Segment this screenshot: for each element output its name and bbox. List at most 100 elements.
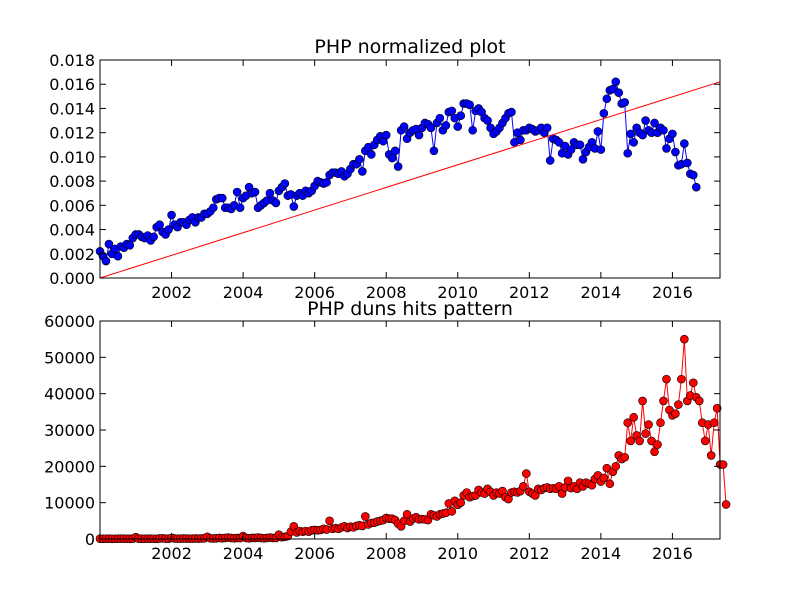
data-point (516, 135, 525, 145)
data-point (322, 178, 331, 187)
series-line-0-1 (99, 81, 721, 279)
y-tick-label: 10000 (44, 494, 95, 513)
data-point (644, 420, 653, 429)
y-tick-label: 0.004 (49, 221, 95, 240)
y-tick-label: 0.016 (49, 75, 95, 94)
y-tick-label: 30000 (44, 421, 95, 440)
data-point (680, 334, 689, 344)
chart-title-hits: PHP duns hits pattern (307, 298, 513, 320)
data-point (447, 106, 457, 116)
data-point (465, 100, 474, 110)
y-tick-label: 0.000 (49, 269, 95, 288)
data-point (659, 125, 668, 135)
data-point (522, 469, 531, 478)
data-point (104, 239, 114, 249)
x-tick-label: 2016 (652, 283, 693, 302)
x-tick-label: 2004 (223, 283, 264, 302)
data-point (677, 374, 686, 384)
data-point (635, 436, 644, 446)
data-point (280, 179, 290, 188)
data-point (629, 412, 638, 422)
data-point (605, 479, 615, 489)
data-point (447, 507, 457, 516)
y-tick-label: 60000 (44, 312, 95, 331)
x-tick-label: 2014 (581, 544, 622, 563)
x-tick-label: 2012 (509, 544, 550, 563)
data-point (721, 500, 731, 509)
y-tick-label: 40000 (44, 385, 95, 404)
data-point (483, 116, 492, 125)
data-point (626, 436, 635, 446)
data-point (674, 400, 683, 409)
data-point (623, 418, 633, 428)
data-point (155, 220, 164, 230)
data-point (519, 482, 528, 491)
data-point (468, 125, 477, 135)
data-point (596, 145, 606, 154)
data-point (671, 147, 680, 157)
data-point (656, 418, 665, 428)
data-point (265, 188, 275, 198)
data-point (593, 127, 603, 136)
data-point (641, 429, 650, 438)
data-point (578, 155, 588, 164)
y-tick-label: 0.012 (49, 124, 95, 143)
data-point (638, 130, 647, 140)
chart-normalized: PHP normalized plot 2002 2004 2006 2008 2010… (49, 36, 721, 302)
data-point (688, 378, 698, 388)
data-point (390, 146, 400, 156)
series-layer (95, 77, 721, 279)
data-point (680, 139, 689, 148)
data-point (629, 138, 638, 147)
data-point (545, 156, 555, 165)
data-point (706, 451, 716, 460)
y-tick-label: 0.014 (49, 99, 95, 118)
x-tick-label: 2014 (581, 283, 622, 302)
data-point (441, 121, 451, 130)
y-tick-label: 0.008 (49, 172, 95, 191)
y-tick-label: 0.006 (49, 196, 95, 215)
data-point (623, 148, 633, 158)
x-tick-label: 2010 (437, 544, 478, 563)
y-tick-label: 0.018 (49, 51, 95, 70)
data-point (709, 418, 719, 428)
data-point (671, 409, 680, 418)
data-point (691, 182, 701, 192)
data-point (429, 146, 439, 156)
data-point (712, 403, 722, 413)
data-point (393, 162, 403, 171)
x-tick-label: 2004 (223, 544, 264, 563)
data-point (638, 396, 647, 406)
y-tick-label: 0.002 (49, 245, 95, 264)
x-tick-label: 2010 (437, 283, 478, 302)
data-point (289, 202, 299, 211)
data-point (453, 122, 463, 131)
data-point (659, 396, 668, 406)
data-point (399, 122, 409, 131)
data-point (125, 241, 135, 250)
data-point (426, 123, 436, 133)
data-point (700, 436, 710, 446)
data-point (355, 155, 364, 164)
data-point (662, 374, 671, 384)
data-point (668, 129, 677, 139)
data-point (366, 150, 376, 159)
data-point (456, 111, 466, 121)
data-point (232, 187, 242, 197)
x-tick-label: 2008 (366, 544, 407, 563)
data-point (101, 256, 111, 266)
data-point (599, 108, 609, 118)
data-point (358, 167, 367, 176)
data-point (325, 516, 334, 526)
data-point (653, 440, 662, 449)
x-tick-label: 2006 (294, 544, 335, 563)
data-point (113, 251, 123, 261)
data-point (611, 77, 621, 87)
data-point (217, 193, 227, 203)
tick-layer: 2002 2004 2006 2008 2010 2012 2014 2016 0.000 0.0… (49, 51, 720, 302)
data-point (250, 187, 260, 197)
chart-hits: PHP duns hits pattern 2002 2004 2006 2008 20… (44, 298, 731, 563)
y-tick-label: 0 (85, 530, 95, 549)
x-tick-label: 2016 (652, 544, 693, 563)
